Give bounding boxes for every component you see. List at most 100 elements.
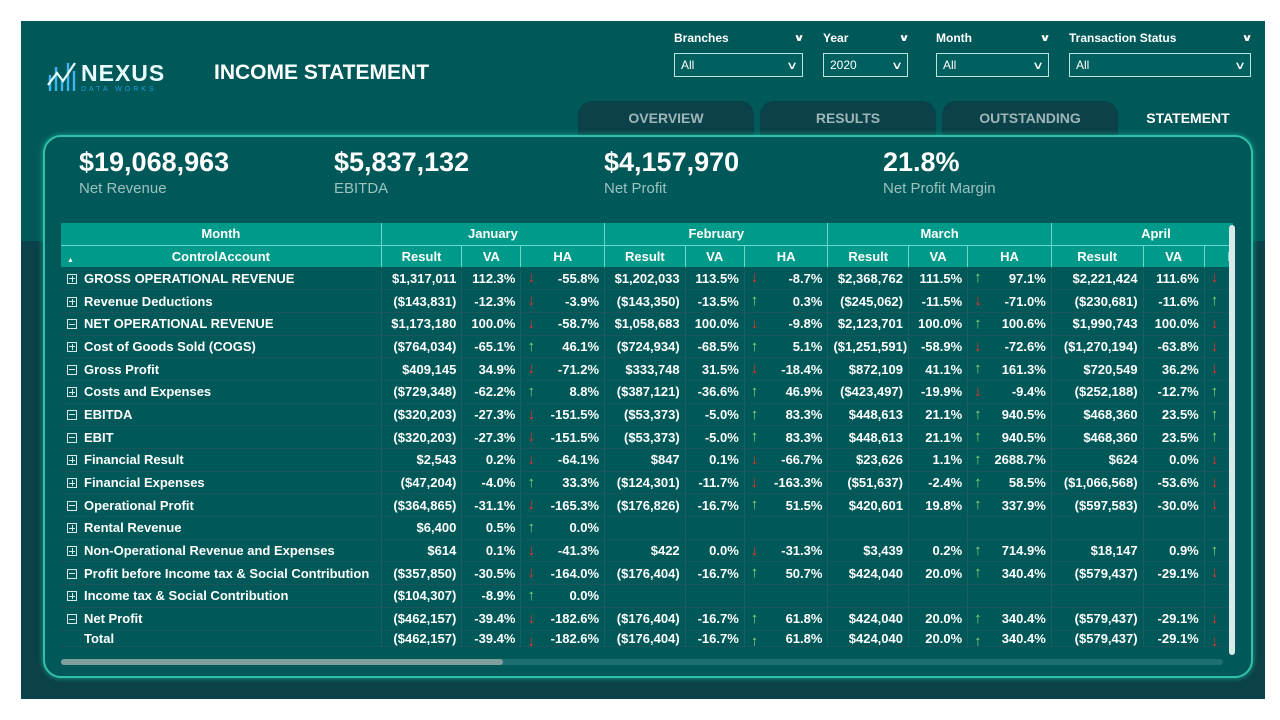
collapse-minus-icon[interactable] <box>67 409 77 420</box>
expand-plus-icon[interactable] <box>67 296 77 307</box>
filter-dropdown-year[interactable]: 2020 ∨ <box>823 53 908 77</box>
ha-value: 714.9% <box>1001 543 1046 559</box>
filter-dropdown-month[interactable]: All ∨ <box>936 53 1049 77</box>
arrow-up-icon: ↑ <box>750 337 759 355</box>
ha-cell: ↑ <box>1204 539 1233 562</box>
vertical-scrollbar[interactable] <box>1229 225 1235 655</box>
va-cell: -2.4% <box>908 471 969 494</box>
account-name: Operational Profit <box>84 497 194 513</box>
column-header-va[interactable]: VA <box>461 245 522 267</box>
va-cell: -16.7% <box>685 630 745 646</box>
tab-results[interactable]: RESULTS <box>760 101 936 135</box>
filter-label[interactable]: Branches ∨ <box>674 29 805 47</box>
chevron-down-icon[interactable]: ∨ <box>898 32 910 44</box>
control-account-header[interactable]: ControlAccount ▲ <box>61 245 382 267</box>
collapse-minus-icon[interactable] <box>67 364 77 375</box>
result-cell: $409,145 <box>381 357 463 381</box>
arrow-up-icon: ↑ <box>527 473 535 491</box>
column-header-result[interactable]: Result <box>1051 245 1144 267</box>
ha-cell <box>744 584 829 608</box>
arrow-down-icon: ↓ <box>527 451 535 468</box>
column-header-va[interactable]: VA <box>1143 245 1205 267</box>
arrow-down-icon: ↓ <box>974 292 982 310</box>
column-header-result[interactable]: Result <box>827 245 909 267</box>
table-row: Revenue Deductions ($143,831) -12.3% ↓ -3.9%… <box>61 289 1233 313</box>
arrow-down-icon: ↓ <box>974 337 982 355</box>
result-cell: $468,360 <box>1051 403 1144 426</box>
filter-dropdown-branches[interactable]: All ∨ <box>674 53 803 77</box>
chevron-down-icon[interactable]: ∨ <box>785 59 799 72</box>
tab-overview[interactable]: OVERVIEW <box>578 101 754 135</box>
arrow-up-icon: ↑ <box>750 382 759 400</box>
ha-cell: ↓ -18.4% <box>744 357 829 381</box>
result-cell: $1,990,743 <box>1051 312 1144 336</box>
tab-outstanding[interactable]: OUTSTANDING <box>942 101 1118 135</box>
collapse-minus-icon[interactable] <box>67 319 77 330</box>
expand-plus-icon[interactable] <box>67 341 77 352</box>
filter-dropdown-transaction-status[interactable]: All ∨ <box>1069 53 1251 77</box>
expand-plus-icon[interactable] <box>67 546 77 557</box>
chevron-down-icon[interactable]: ∨ <box>1233 59 1247 72</box>
chevron-down-icon[interactable]: ∨ <box>1039 32 1051 44</box>
result-cell: ($387,121) <box>604 380 686 404</box>
ha-cell: ↓ -9.4% <box>967 380 1052 404</box>
ha-cell <box>967 516 1052 540</box>
month-header-february[interactable]: February <box>604 223 829 246</box>
expand-plus-icon[interactable] <box>67 455 77 466</box>
arrow-up-icon: ↑ <box>750 609 759 627</box>
expand-plus-icon[interactable] <box>67 387 77 398</box>
ha-value: -18.4% <box>781 361 823 377</box>
sort-ascending-icon[interactable]: ▲ <box>67 257 74 264</box>
result-cell: ($724,934) <box>604 335 686 358</box>
month-header-april[interactable]: April <box>1051 223 1233 246</box>
chevron-down-icon[interactable]: ∨ <box>890 59 904 72</box>
arrow-down-icon: ↓ <box>750 360 759 378</box>
column-header-result[interactable]: Result <box>381 245 463 267</box>
horizontal-scrollbar-thumb[interactable] <box>61 659 503 665</box>
arrow-down-icon: ↓ <box>527 269 535 286</box>
chevron-down-icon[interactable]: ∨ <box>793 32 805 44</box>
collapse-minus-icon[interactable] <box>67 568 77 579</box>
chevron-down-icon[interactable]: ∨ <box>1241 32 1253 44</box>
va-cell: 100.0% <box>461 312 522 336</box>
expand-plus-icon[interactable] <box>67 273 77 284</box>
va-cell <box>908 516 969 540</box>
ha-cell: ↑ 61.8% <box>744 607 829 630</box>
horizontal-scrollbar[interactable] <box>61 659 1223 665</box>
result-cell: $2,221,424 <box>1051 267 1144 290</box>
kpi-label: Net Revenue <box>79 180 167 197</box>
collapse-minus-icon[interactable] <box>67 500 77 511</box>
expand-plus-icon[interactable] <box>67 591 77 602</box>
month-header-march[interactable]: March <box>827 223 1052 246</box>
filter-month: Month ∨ All ∨ <box>936 29 1051 77</box>
arrow-up-icon: ↑ <box>974 473 982 491</box>
table-row: EBITDA ($320,203) -27.3% ↓ -151.5% ($53,373) -… <box>61 403 1233 426</box>
filter-label[interactable]: Month ∨ <box>936 29 1051 47</box>
ha-value: 61.8% <box>785 611 823 627</box>
column-header-ha[interactable]: HA <box>520 245 606 267</box>
filter-label[interactable]: Year ∨ <box>823 29 910 47</box>
column-header-va[interactable]: VA <box>908 245 969 267</box>
column-header-result[interactable]: Result <box>604 245 686 267</box>
result-cell: $1,058,683 <box>604 312 686 336</box>
column-header-ha[interactable]: HA <box>744 245 829 267</box>
result-cell: ($124,301) <box>604 471 686 494</box>
column-header-va[interactable]: VA <box>685 245 745 267</box>
expand-plus-icon[interactable] <box>67 523 77 534</box>
arrow-down-icon: ↓ <box>527 428 535 446</box>
arrow-down-icon: ↓ <box>527 360 535 378</box>
expand-plus-icon[interactable] <box>67 478 77 489</box>
tab-statement[interactable]: STATEMENT <box>1124 101 1252 135</box>
month-header-january[interactable]: January <box>381 223 606 246</box>
ha-cell: ↑ 51.5% <box>744 493 829 517</box>
collapse-minus-icon[interactable] <box>67 614 77 625</box>
column-header-ha[interactable]: HA <box>967 245 1052 267</box>
filter-label[interactable]: Transaction Status ∨ <box>1069 29 1253 47</box>
chevron-down-icon[interactable]: ∨ <box>1031 59 1045 72</box>
month-field-header[interactable]: Month <box>61 223 382 246</box>
collapse-minus-icon[interactable] <box>67 432 77 443</box>
ha-cell: ↑ 0.0% <box>520 516 606 540</box>
income-statement-matrix[interactable]: Month January February March April ControlAcc… <box>61 223 1233 657</box>
ha-cell: ↑ 337.9% <box>967 493 1052 517</box>
ha-cell: ↑ <box>1204 380 1233 404</box>
